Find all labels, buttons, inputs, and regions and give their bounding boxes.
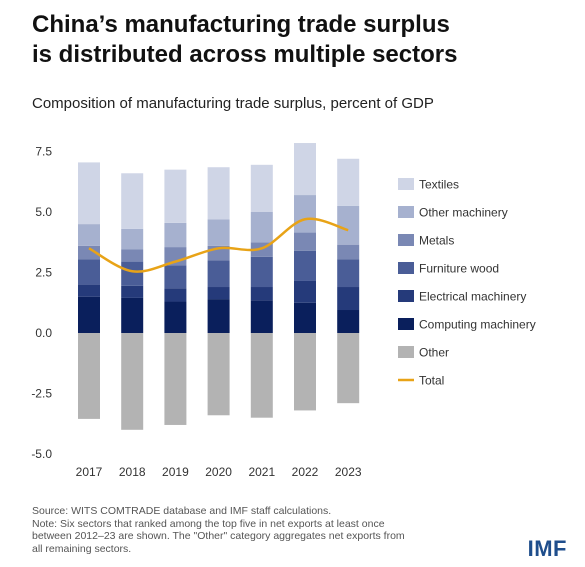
legend-label-furniture-wood: Furniture wood bbox=[419, 262, 499, 276]
bar-computing-machinery-2018 bbox=[121, 297, 144, 333]
bar-other-2019 bbox=[164, 333, 187, 425]
chart-title: China’s manufacturing trade surplus is d… bbox=[32, 10, 572, 70]
x-tick-label-2020: 2020 bbox=[205, 465, 232, 479]
bar-furniture-wood-2022 bbox=[294, 250, 316, 281]
bar-other-2018 bbox=[121, 333, 144, 430]
bar-other-machinery-2017 bbox=[78, 224, 100, 246]
bar-textiles-2022 bbox=[294, 143, 316, 196]
bar-electrical-machinery-2017 bbox=[78, 284, 100, 297]
legend-label-other-machinery: Other machinery bbox=[419, 206, 508, 220]
legend-label-other: Other bbox=[419, 346, 449, 360]
bar-computing-machinery-2022 bbox=[294, 302, 316, 333]
bar-computing-machinery-2023 bbox=[337, 310, 360, 333]
y-tick-label: 7.5 bbox=[35, 145, 52, 159]
bar-computing-machinery-2021 bbox=[250, 300, 273, 333]
y-tick-label: 0.0 bbox=[35, 326, 52, 340]
note-line-2: between 2012–23 are shown. The "Other" c… bbox=[32, 530, 405, 542]
chart-footnote: Source: WITS COMTRADE database and IMF s… bbox=[32, 505, 482, 555]
bar-textiles-2020 bbox=[207, 167, 230, 220]
bar-other-2020 bbox=[207, 333, 230, 416]
bar-electrical-machinery-2022 bbox=[294, 280, 316, 303]
bar-electrical-machinery-2021 bbox=[250, 287, 273, 301]
bar-electrical-machinery-2020 bbox=[207, 287, 230, 300]
chart-title-line-2: is distributed across multiple sectors bbox=[32, 41, 458, 68]
x-tick-label-2018: 2018 bbox=[119, 465, 146, 479]
bar-other-machinery-2023 bbox=[337, 205, 360, 245]
x-tick-label-2017: 2017 bbox=[76, 465, 103, 479]
x-tick-label-2019: 2019 bbox=[162, 465, 189, 479]
bar-furniture-wood-2023 bbox=[337, 259, 360, 288]
legend-swatch-other bbox=[398, 346, 414, 358]
legend-swatch-textiles bbox=[398, 178, 414, 190]
bar-textiles-2023 bbox=[337, 158, 360, 206]
bar-other-machinery-2020 bbox=[207, 219, 230, 246]
bar-metals-2022 bbox=[294, 232, 316, 251]
source-note: Source: WITS COMTRADE database and IMF s… bbox=[32, 505, 332, 517]
bar-textiles-2018 bbox=[121, 173, 144, 229]
legend-swatch-other-machinery bbox=[398, 206, 414, 218]
bar-other-machinery-2021 bbox=[250, 212, 273, 243]
y-tick-label: 5.0 bbox=[35, 205, 52, 219]
bar-electrical-machinery-2023 bbox=[337, 287, 360, 311]
bar-textiles-2021 bbox=[250, 164, 273, 212]
bar-metals-2017 bbox=[78, 245, 100, 260]
bar-furniture-wood-2020 bbox=[207, 260, 230, 288]
y-tick-label: -5.0 bbox=[31, 447, 52, 461]
bar-other-2017 bbox=[78, 333, 100, 419]
bar-furniture-wood-2019 bbox=[164, 265, 187, 289]
bar-furniture-wood-2018 bbox=[121, 261, 144, 286]
bar-other-machinery-2018 bbox=[121, 228, 144, 250]
chart-title-line-1: China’s manufacturing trade surplus bbox=[32, 11, 450, 38]
bar-furniture-wood-2017 bbox=[78, 259, 100, 285]
bar-other-machinery-2022 bbox=[294, 195, 316, 233]
y-tick-label: -2.5 bbox=[31, 387, 52, 401]
note-line-1: Note: Six sectors that ranked among the … bbox=[32, 517, 385, 530]
bar-computing-machinery-2019 bbox=[164, 301, 187, 333]
x-tick-label-2023: 2023 bbox=[335, 465, 362, 479]
legend-label-textiles: Textiles bbox=[419, 178, 459, 192]
y-tick-label: 2.5 bbox=[35, 266, 52, 280]
bar-other-2023 bbox=[337, 333, 360, 404]
legend-label-metals: Metals bbox=[419, 234, 454, 248]
bar-electrical-machinery-2019 bbox=[164, 288, 187, 302]
bar-electrical-machinery-2018 bbox=[121, 285, 144, 298]
bar-textiles-2019 bbox=[164, 169, 187, 223]
chart-subtitle: Composition of manufacturing trade surpl… bbox=[32, 95, 434, 112]
bar-computing-machinery-2017 bbox=[78, 296, 100, 333]
bar-computing-machinery-2020 bbox=[207, 299, 230, 333]
legend-label-computing-machinery: Computing machinery bbox=[419, 318, 536, 332]
chart-area: 7.5 5.0 2.5 0.0 -2.5 -5.0 2017 2018 2019 2020 2021… bbox=[31, 143, 536, 479]
legend-swatch-electrical-machinery bbox=[398, 290, 414, 302]
legend-swatch-metals bbox=[398, 234, 414, 246]
bar-furniture-wood-2021 bbox=[250, 256, 273, 288]
bar-other-2022 bbox=[294, 333, 316, 411]
bar-other-machinery-2019 bbox=[164, 222, 187, 248]
legend-label-total: Total bbox=[419, 374, 444, 388]
legend-swatch-computing-machinery bbox=[398, 318, 414, 330]
bar-other-2021 bbox=[250, 333, 273, 418]
bar-metals-2018 bbox=[121, 249, 144, 262]
bar-textiles-2017 bbox=[78, 162, 100, 225]
imf-logo: IMF bbox=[527, 536, 567, 561]
note-line-3: all remaining sectors. bbox=[32, 542, 132, 555]
bar-metals-2023 bbox=[337, 244, 360, 260]
legend-swatch-furniture-wood bbox=[398, 262, 414, 274]
x-tick-label-2022: 2022 bbox=[292, 465, 319, 479]
x-tick-label-2021: 2021 bbox=[248, 465, 275, 479]
legend-label-electrical-machinery: Electrical machinery bbox=[419, 290, 526, 304]
